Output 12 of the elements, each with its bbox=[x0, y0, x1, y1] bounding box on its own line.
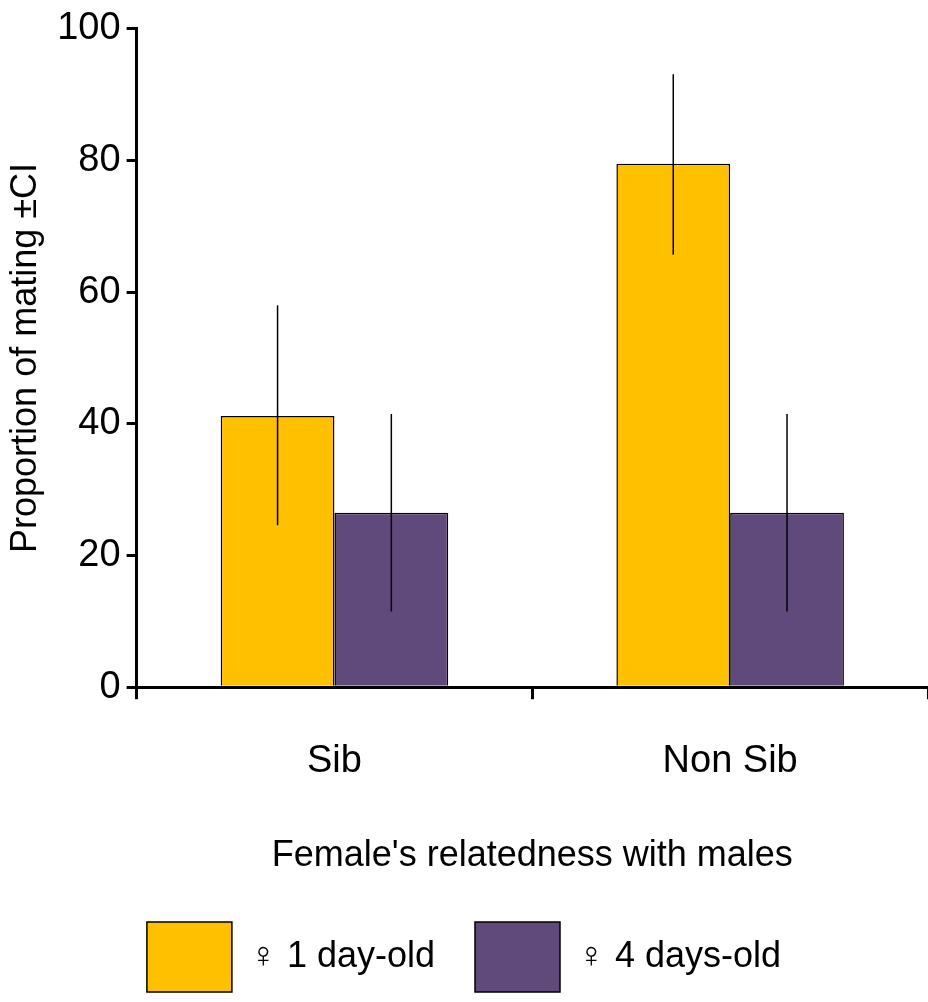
y-tick-label: 60 bbox=[78, 268, 121, 311]
y-tick-label: 20 bbox=[78, 532, 121, 574]
y-axis-title: Proportion of mating ±CI bbox=[2, 163, 44, 553]
x-axis-title: Female's relatedness with males bbox=[271, 833, 793, 875]
y-tick-label: 80 bbox=[78, 136, 121, 179]
y-tick-label: 100 bbox=[57, 5, 121, 48]
legend-label: ♀ 1 day-old bbox=[249, 933, 436, 975]
legend-label: ♀ 4 days-old bbox=[578, 933, 782, 975]
y-tick-label: 40 bbox=[78, 400, 121, 443]
x-tick-label: Non Sib bbox=[662, 738, 798, 781]
y-tick-label: 0 bbox=[99, 663, 121, 706]
x-tick-label: Sib bbox=[306, 738, 362, 781]
